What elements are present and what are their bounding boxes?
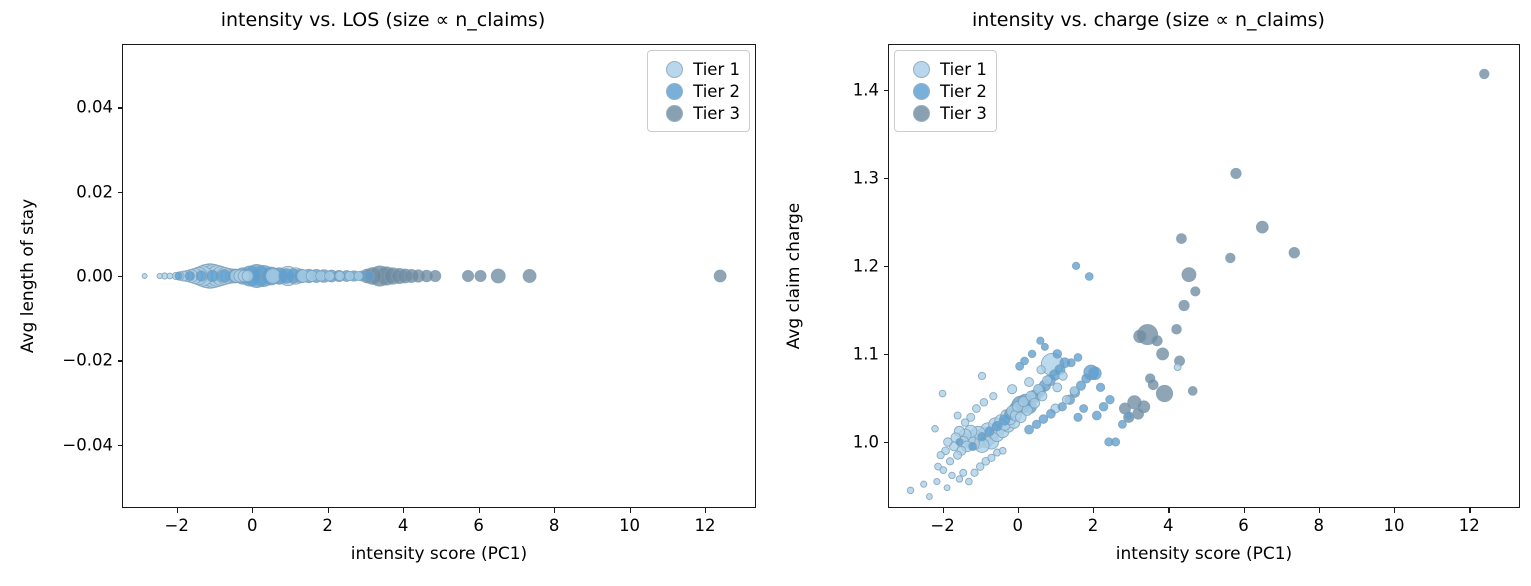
x-tick-mark: [1168, 508, 1170, 513]
legend-item-tier-3[interactable]: Tier 3: [657, 102, 740, 124]
x-tick-label: 4: [397, 516, 409, 535]
x-tick-mark: [1469, 508, 1471, 513]
x-tick-label: 2: [1087, 516, 1099, 535]
legend-swatch-cell: [904, 82, 938, 100]
legend-item-tier-2[interactable]: Tier 2: [904, 80, 987, 102]
legend-label: Tier 3: [940, 103, 987, 123]
y-tick-mark: [883, 265, 888, 268]
x-tick-mark: [942, 508, 944, 513]
y-axis-label: Avg length of stay: [18, 198, 38, 354]
legend-marker-circle-icon: [665, 82, 683, 100]
x-tick-mark: [478, 508, 480, 513]
panel-intensity-vs-charge: intensity vs. charge (size ∝ n_claims) −…: [766, 0, 1531, 586]
x-tick-mark: [327, 508, 329, 513]
legend-marker-circle-icon: [912, 82, 930, 100]
legend-swatch-cell: [657, 82, 691, 100]
legend-label: Tier 1: [693, 59, 740, 79]
y-tick-label: 0.04: [76, 97, 113, 117]
x-tick-mark: [1318, 508, 1321, 513]
x-tick-mark: [1017, 508, 1020, 513]
x-tick-label: −2: [930, 516, 955, 535]
x-tick-label: 8: [1313, 516, 1324, 535]
x-tick-mark: [1393, 508, 1396, 513]
y-tick-label: 1.2: [852, 256, 879, 276]
y-tick-mark: [883, 441, 888, 444]
legend-label: Tier 3: [693, 103, 740, 123]
panel-intensity-vs-los: intensity vs. LOS (size ∝ n_claims) −2 0 2…: [18, 9, 756, 564]
legend-item-tier-1[interactable]: Tier 1: [657, 58, 740, 80]
y-tick-mark: [883, 89, 888, 92]
x-tick-label: 12: [694, 516, 716, 535]
y-tick-mark: [117, 444, 122, 447]
y-tick-mark: [883, 177, 888, 180]
y-tick-mark: [883, 353, 888, 356]
legend-item-tier-3[interactable]: Tier 3: [904, 102, 987, 124]
x-tick-label: −2: [164, 516, 189, 535]
y-tick-mark: [117, 276, 122, 278]
panel-title-right: intensity vs. charge (size ∝ n_claims): [972, 9, 1325, 31]
legend-swatch-cell: [657, 60, 691, 78]
y-tick-mark: [117, 107, 122, 109]
x-tick-label: 0: [246, 516, 258, 535]
x-tick-label: 0: [1012, 516, 1024, 535]
x-tick-label: 2: [322, 516, 333, 535]
panel-title-left: intensity vs. LOS (size ∝ n_claims): [220, 9, 546, 31]
legend-swatch-cell: [904, 60, 938, 78]
y-tick-mark: [117, 191, 122, 193]
x-tick-mark: [554, 508, 556, 513]
y-tick-label: 1.1: [852, 344, 879, 364]
x-tick-mark: [176, 508, 179, 513]
legend-item-tier-1[interactable]: Tier 1: [904, 58, 987, 80]
legend-item-tier-2[interactable]: Tier 2: [657, 80, 740, 102]
x-tick-mark: [403, 508, 405, 513]
x-tick-label: 10: [1383, 516, 1405, 535]
legend-label: Tier 2: [940, 81, 987, 101]
legend-marker-circle-icon: [912, 60, 930, 78]
x-tick-label: 6: [1238, 516, 1249, 535]
legend-label: Tier 1: [940, 59, 987, 79]
y-tick-mark: [117, 360, 122, 362]
x-axis-label: intensity score (PC1): [1115, 544, 1293, 564]
legend-label: Tier 2: [693, 81, 740, 101]
y-tick-label: 1.0: [852, 432, 879, 452]
y-axis-label: Avg claim charge: [784, 202, 804, 350]
y-tick-label: −0.04: [62, 435, 113, 455]
legend-swatch-cell: [657, 104, 691, 122]
y-tick-label: 0.00: [76, 266, 113, 286]
x-tick-mark: [252, 508, 254, 513]
y-tick-label: −0.02: [62, 350, 113, 370]
legend[interactable]: Tier 1 Tier 2 Tier 3: [647, 50, 750, 132]
x-tick-label: 12: [1458, 516, 1480, 535]
x-tick-label: 8: [548, 516, 560, 535]
x-tick-mark: [629, 508, 631, 513]
x-tick-mark: [1093, 508, 1095, 513]
y-tick-label: 0.02: [76, 182, 113, 202]
legend[interactable]: Tier 1 Tier 2 Tier 3: [894, 50, 997, 132]
legend-marker-circle-icon: [665, 104, 683, 122]
y-tick-label: 1.3: [852, 168, 879, 188]
x-tick-label: 6: [473, 516, 484, 535]
y-tick-label: 1.4: [852, 80, 879, 100]
legend-marker-circle-icon: [912, 104, 930, 122]
x-tick-mark: [705, 508, 707, 513]
x-tick-label: 4: [1163, 516, 1174, 535]
legend-marker-circle-icon: [665, 60, 683, 78]
x-tick-mark: [1243, 508, 1245, 513]
legend-swatch-cell: [904, 104, 938, 122]
x-axis-label: intensity score (PC1): [350, 544, 528, 564]
x-tick-label: 10: [619, 516, 641, 535]
